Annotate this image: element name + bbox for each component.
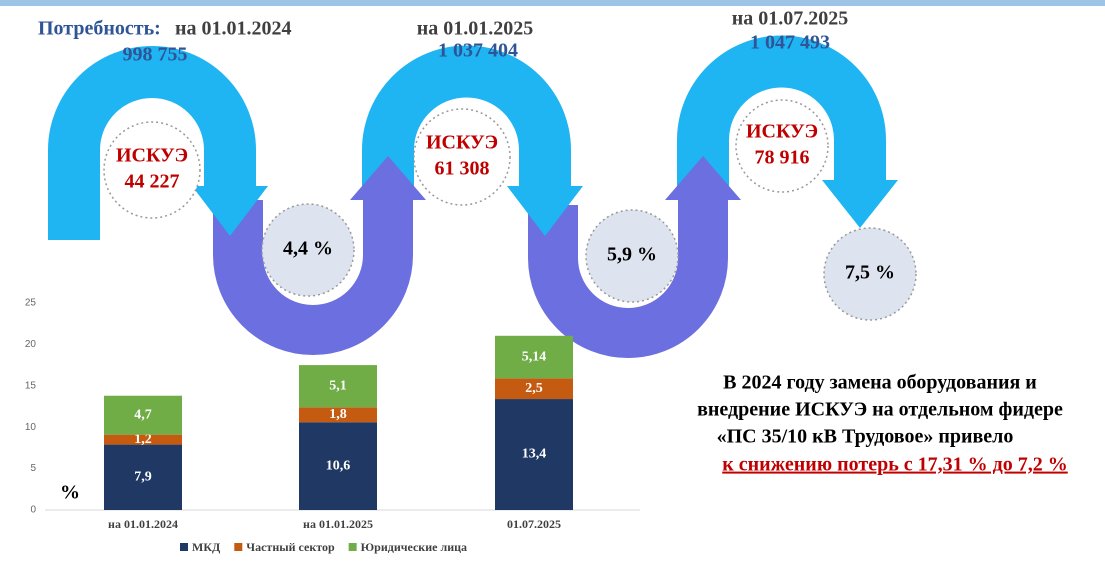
iskue-value: 44 227 (125, 171, 180, 193)
x-tick-label: 01.07.2025 (507, 517, 561, 531)
note-line: «ПС 35/10 кВ Трудовое» привело (717, 426, 1014, 448)
top-band (0, 0, 1105, 6)
iskue-label: ИСКУЭ (746, 121, 818, 143)
percent-value: 4,4 % (283, 238, 333, 260)
legend-swatch (180, 543, 188, 551)
x-tick-label: на 01.01.2025 (303, 517, 373, 531)
y-tick-label: 15 (25, 380, 37, 391)
need-label: Потребность: (38, 18, 161, 40)
percent-value: 5,9 % (607, 244, 657, 266)
stage-date: на 01.01.2024 (175, 18, 292, 40)
data-label: 1,8 (329, 407, 347, 422)
y-tick-label: 25 (25, 298, 37, 309)
data-label: 5,1 (329, 378, 347, 393)
stage-need: 998 755 (123, 44, 188, 66)
y-tick-label: 20 (25, 339, 37, 350)
legend-label: Юридические лица (361, 540, 467, 554)
note-highlight: к снижению потерь с 17,31 % до 7,2 % (722, 454, 1068, 476)
note-line: В 2024 году замена оборудования и (723, 372, 1037, 394)
y-axis-label: % (60, 482, 80, 504)
y-tick-label: 0 (30, 505, 36, 516)
x-tick-label: на 01.01.2024 (108, 517, 178, 531)
slide: Потребность: на 01.01.2024 998 755 на 01… (0, 0, 1105, 556)
data-label: 13,4 (522, 447, 547, 462)
percent-value: 7,5 % (845, 262, 895, 284)
data-label: 5,14 (522, 349, 547, 364)
iskue-label: ИСКУЭ (116, 145, 188, 167)
note-line: внедрение ИСКУЭ на отдельном фидере (697, 399, 1063, 421)
data-label: 10,6 (326, 458, 351, 473)
legend-label: Частный сектор (246, 540, 335, 554)
legend-swatch (349, 543, 357, 551)
legend-swatch (234, 543, 242, 551)
iskue-label: ИСКУЭ (426, 132, 498, 154)
arrow-head (665, 156, 741, 200)
data-label: 4,7 (134, 407, 152, 422)
legend-label: МКД (192, 540, 221, 554)
y-tick-label: 5 (30, 463, 36, 474)
iskue-value: 61 308 (435, 158, 490, 180)
stage-need: 1 037 404 (438, 40, 518, 62)
arrow-head (822, 180, 898, 228)
data-label: 2,5 (525, 381, 543, 396)
page: {"header": {"label": "Потребность:"}, "s… (0, 0, 1105, 556)
stage-date: на 01.01.2025 (417, 18, 534, 40)
iskue-value: 78 916 (755, 147, 810, 169)
data-label: 7,9 (134, 470, 152, 485)
y-tick-label: 10 (25, 422, 37, 433)
stage-need: 1 047 493 (750, 32, 830, 54)
stage-date: на 01.07.2025 (732, 8, 849, 30)
